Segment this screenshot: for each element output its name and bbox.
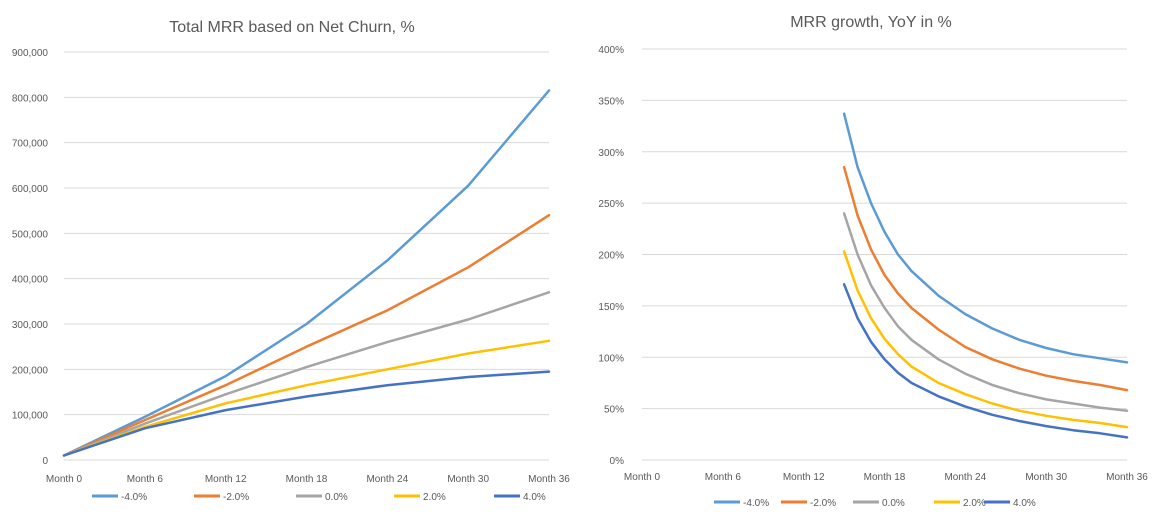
chart1-x-tick-label: Month 6 bbox=[127, 474, 164, 485]
chart2-x-tick-label: Month 18 bbox=[864, 472, 906, 483]
chart2-y-tick-label: 200% bbox=[598, 251, 624, 262]
chart1-y-tick-label: 400,000 bbox=[12, 275, 49, 286]
chart1-y-tick-label: 800,000 bbox=[12, 93, 49, 104]
chart1-series-line-2 bbox=[62, 291, 551, 457]
chart2-legend-label-2: 0.0% bbox=[882, 498, 905, 509]
chart2-y-tick-label: 300% bbox=[598, 148, 624, 159]
chart1-legend-label-4: 4.0% bbox=[523, 492, 546, 503]
chart2-legend-label-3: 2.0% bbox=[963, 498, 986, 509]
chart1-x-tick-label: Month 12 bbox=[205, 474, 247, 485]
chart2-x-tick-label: Month 24 bbox=[944, 472, 986, 483]
chart2-series-line-3 bbox=[842, 250, 1129, 429]
chart1-y-tick-label: 100,000 bbox=[12, 411, 49, 422]
chart1-series-line-0 bbox=[62, 89, 551, 457]
chart1-x-tick-label: Month 18 bbox=[286, 474, 328, 485]
chart1-x-tick-label: Month 0 bbox=[46, 474, 83, 485]
chart1-y-tick-label: 0 bbox=[42, 456, 48, 467]
chart1-legend-label-2: 0.0% bbox=[325, 492, 348, 503]
chart1-y-tick-label: 600,000 bbox=[12, 184, 49, 195]
chart2-legend-label-1: -2.0% bbox=[810, 498, 836, 509]
chart2-y-tick-label: 250% bbox=[598, 199, 624, 210]
chart1-y-tick-label: 700,000 bbox=[12, 139, 49, 150]
chart1-legend-label-1: -2.0% bbox=[223, 492, 249, 503]
chart2-x-tick-label: Month 30 bbox=[1025, 472, 1067, 483]
chart1-x-tick-label: Month 36 bbox=[528, 474, 570, 485]
chart2-series-line-1 bbox=[842, 165, 1129, 392]
chart2-title: MRR growth, YoY in % bbox=[790, 14, 952, 31]
chart2-x-tick-label: Month 6 bbox=[705, 472, 742, 483]
chart2-legend-label-0: -4.0% bbox=[743, 498, 769, 509]
chart1-series-line-1 bbox=[62, 213, 551, 457]
chart2-y-tick-label: 400% bbox=[598, 45, 624, 56]
chart2-legend-label-4: 4.0% bbox=[1013, 498, 1036, 509]
chart2-y-tick-label: 0% bbox=[610, 456, 625, 467]
chart2-x-tick-label: Month 0 bbox=[624, 472, 661, 483]
chart2-series-line-2 bbox=[842, 212, 1129, 412]
chart1-legend-label-3: 2.0% bbox=[423, 492, 446, 503]
chart2-x-tick-label: Month 12 bbox=[783, 472, 825, 483]
chart2-series-line-0 bbox=[842, 112, 1129, 364]
chart1-series-line-3 bbox=[62, 339, 551, 457]
chart1-y-tick-label: 500,000 bbox=[12, 229, 49, 240]
chart1-y-tick-label: 300,000 bbox=[12, 320, 49, 331]
chart2-y-tick-label: 150% bbox=[598, 302, 624, 313]
chart1-x-tick-label: Month 24 bbox=[366, 474, 408, 485]
chart2-y-tick-label: 50% bbox=[604, 405, 624, 416]
chart2-x-tick-label: Month 36 bbox=[1106, 472, 1148, 483]
chart-total-mrr: Total MRR based on Net Churn, % 0 100,000 2… bbox=[12, 19, 570, 503]
chart2-y-tick-label: 350% bbox=[598, 96, 624, 107]
chart1-x-tick-label: Month 30 bbox=[447, 474, 489, 485]
chart1-title: Total MRR based on Net Churn, % bbox=[169, 19, 414, 36]
chart1-legend-label-0: -4.0% bbox=[121, 492, 147, 503]
chart-mrr-growth: MRR growth, YoY in % 0% 50% 100% 150% 200% 250… bbox=[598, 14, 1148, 509]
chart1-y-tick-label: 900,000 bbox=[12, 48, 49, 59]
chart2-series-line-4 bbox=[842, 283, 1129, 439]
chart2-y-tick-label: 100% bbox=[598, 353, 624, 364]
chart1-y-tick-label: 200,000 bbox=[12, 365, 49, 376]
chart1-series-line-4 bbox=[62, 370, 551, 457]
